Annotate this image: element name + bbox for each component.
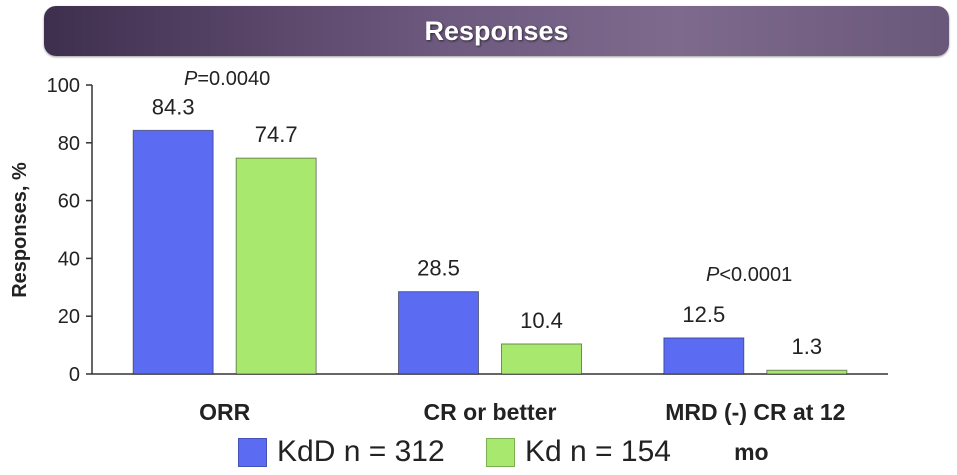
bar-value-label: 1.3 <box>792 334 823 359</box>
y-tick-label: 40 <box>58 248 80 270</box>
x-category-label: mo <box>734 439 769 465</box>
bar <box>501 343 582 375</box>
bar-value-label: 74.7 <box>255 122 298 147</box>
bar-value-label: 12.5 <box>682 302 725 327</box>
title-banner: Responses <box>44 6 949 56</box>
x-category-label: MRD (-) CR at 12 <box>665 399 845 425</box>
y-axis-label: Responses, % <box>9 162 31 298</box>
legend-item-kdd: KdD n = 312 <box>238 434 445 470</box>
bar <box>766 369 848 375</box>
x-category-label: ORR <box>199 399 251 425</box>
bar <box>235 157 317 375</box>
y-tick-label: 20 <box>58 306 80 328</box>
bar-value-label: 84.3 <box>152 94 195 119</box>
y-tick-label: 80 <box>58 133 80 155</box>
bar-value-label: 28.5 <box>417 256 460 281</box>
y-tick-label: 100 <box>47 75 80 97</box>
bar <box>132 129 214 375</box>
x-category-label: CR or better <box>424 399 557 425</box>
bar <box>398 291 479 375</box>
y-tick-label: 0 <box>69 364 80 386</box>
legend-label-kdd: KdD n = 312 <box>277 435 445 468</box>
bar <box>663 337 745 375</box>
y-tick-label: 60 <box>58 191 80 213</box>
legend-label-kd: Kd n = 154 <box>525 435 671 468</box>
bar-value-label: 10.4 <box>520 308 563 333</box>
legend-swatch-kd <box>486 437 515 467</box>
legend-item-kd: Kd n = 154 <box>486 434 671 470</box>
p-value-annotation: P=0.0040 <box>184 68 270 90</box>
chart-title: Responses <box>424 15 569 46</box>
legend-swatch-kdd <box>238 437 267 467</box>
p-value-annotation: P<0.0001 <box>706 264 792 286</box>
